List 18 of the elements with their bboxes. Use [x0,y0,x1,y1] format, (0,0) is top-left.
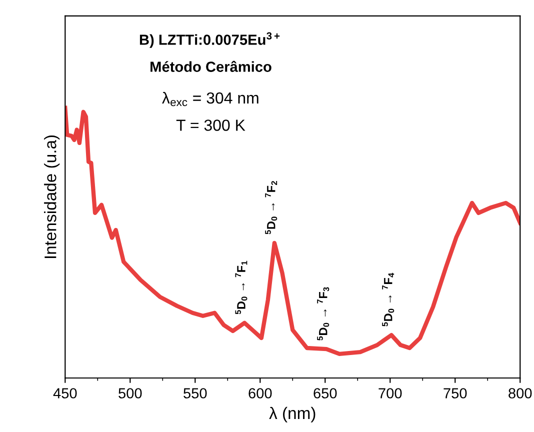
text: λ$_{exc}$ = 304 nm [162,92,258,106]
x-tick-label: 750 [444,388,467,398]
x-tick-label: 650 [314,388,337,398]
annotation: $^{5}$D$_{0}$ → $^{7}$F$_{2}$ [265,181,278,234]
x-axis-title: λ (nm) [269,406,316,422]
x-tick-label: 800 [508,388,532,398]
annotation: $^{5}$D$_{0}$ → $^{7}$F$_{4}$ [382,272,394,326]
annotation: $^{5}$D$_{0}$ → $^{7}$F$_{1}$ [235,260,248,314]
x-tick-label: 450 [53,388,77,398]
x-tick-label: 500 [118,388,142,398]
x-tick-label: 700 [378,388,402,398]
x-tick-label: 550 [184,388,207,398]
chart-subtitle: Método Cerâmico [150,60,272,72]
y-axis-title: Intensidade (u.a) [44,135,60,258]
annotation: T = 300 K [176,120,246,131]
x-tick-label: 600 [248,388,272,398]
annotation: $^{5}$D$_{0}$ → $^{7}$F$_{3}$ [317,287,330,340]
chart-title: B) LZTTi:0.0075Eu$^{3+}$ [140,32,280,48]
